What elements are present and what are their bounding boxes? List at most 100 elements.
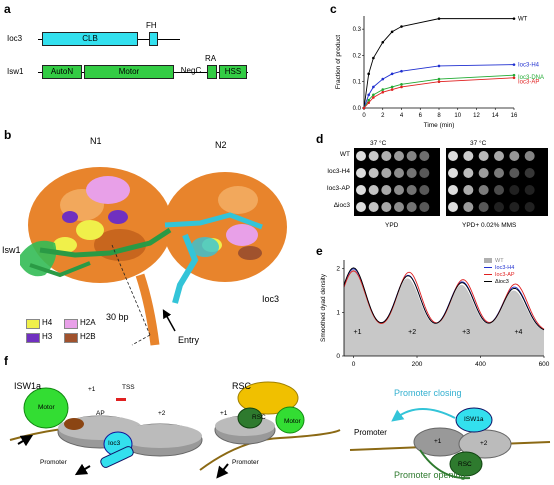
isw1-domain-auton: AutoN	[42, 65, 82, 79]
c-x-axis-label: Time (min)	[424, 122, 455, 129]
legend-h3-swatch	[26, 333, 40, 343]
c-data-point	[512, 17, 516, 20]
c-data-point	[400, 83, 403, 86]
e-legend-label: Ioc3-AP	[495, 272, 515, 278]
spot	[394, 202, 404, 212]
spot	[419, 202, 430, 212]
c-x-tick-label: 8	[437, 113, 441, 119]
c-series-label-2: Ioc3-DNA	[518, 75, 544, 81]
spot	[381, 185, 392, 195]
c-data-point	[381, 40, 385, 44]
spot-plate-ypd	[354, 148, 440, 216]
spot	[406, 185, 417, 195]
c-data-point	[390, 85, 394, 89]
spot	[524, 202, 535, 212]
legend-h4-label: H4	[42, 318, 53, 327]
panel-c-chart: 0 2 4 6 8 10 12 14 16 0.0 0.1 0.2 0.3 Time (min) Fract…	[335, 16, 544, 129]
c-y-tick-label: 0.3	[353, 27, 362, 33]
e-legend-swatch	[484, 258, 492, 263]
c-data-point	[437, 77, 441, 81]
media-label-ypd: YPD	[385, 222, 399, 229]
c-series-line-0	[363, 18, 514, 109]
isw1-domain-negc: NegC	[180, 66, 202, 75]
strain-label-wt: WT	[339, 151, 350, 158]
legend-h2a-swatch	[64, 319, 78, 329]
spot	[368, 151, 379, 161]
c-x-tick-label: 16	[511, 113, 518, 119]
isw1a-tss-label: TSS	[122, 384, 135, 391]
spot	[463, 202, 474, 212]
panel-b-structure	[20, 167, 287, 346]
rsc-rsc-label: RSC	[252, 414, 266, 421]
e-y-axis-label: Smoothed dyad density	[320, 273, 327, 342]
isw1-domain-ra-label: RA	[205, 54, 217, 63]
spot	[494, 151, 504, 161]
panel-e-chart: 0 200 400 600 0 1 2 Smoothed dyad density +1 +2 +3…	[320, 258, 550, 368]
spot	[419, 151, 430, 161]
c-data-point	[372, 96, 375, 99]
c-data-point	[512, 76, 516, 80]
spot	[448, 202, 458, 212]
c-data-point	[390, 88, 394, 91]
spot	[494, 185, 504, 195]
legend-h4-swatch	[26, 319, 40, 329]
promoter-closing-label: Promoter closing	[394, 388, 462, 398]
ioc3-domain-fh-box	[149, 32, 158, 46]
summary-model	[349, 407, 551, 480]
spot	[394, 168, 404, 178]
spot	[509, 202, 520, 212]
spot	[509, 168, 520, 178]
spot	[478, 185, 489, 195]
c-data-point	[512, 63, 516, 66]
c-x-tick-label: 6	[419, 113, 423, 119]
ioc3-structure	[164, 212, 263, 304]
isw1a-ap-label: AP	[96, 410, 105, 417]
legend-h2b-label: H2B	[80, 332, 96, 341]
panel-label-a: a	[4, 2, 11, 16]
c-x-tick-label: 14	[492, 113, 499, 119]
e-wt-area	[344, 268, 544, 356]
c-data-point	[400, 25, 403, 28]
spot	[509, 151, 520, 161]
summary-rsc-label: RSC	[458, 461, 472, 468]
spot	[463, 151, 474, 161]
e-series-line-3	[343, 267, 545, 331]
temp-label-left: 37 °C	[370, 140, 387, 147]
spot	[356, 168, 366, 178]
c-data-point	[390, 72, 394, 76]
ioc3-domain-fh-label: FH	[146, 21, 157, 30]
spot	[494, 202, 504, 212]
c-x-tick-label: 10	[454, 113, 461, 119]
rsc-promoter-label: Promoter	[232, 459, 259, 466]
c-data-point	[372, 93, 375, 97]
c-y-tick-label: 0.0	[353, 106, 362, 112]
e-y-tick-label: 2	[336, 266, 340, 273]
c-data-point	[367, 93, 370, 97]
linker-dna	[135, 273, 160, 346]
c-data-point	[372, 85, 375, 89]
label-ioc3-structure: Ioc3	[262, 294, 280, 304]
c-data-point	[367, 101, 370, 105]
bp-distance-lines	[111, 244, 151, 346]
rsc-model	[199, 381, 341, 479]
spot	[463, 168, 474, 178]
ioc3-domain-clb: CLB	[42, 32, 138, 46]
strain-label-ioc3-h4: Ioc3-H4	[327, 168, 350, 175]
spot	[394, 185, 404, 195]
spot	[406, 168, 417, 178]
spot	[381, 202, 392, 212]
spot	[419, 168, 430, 178]
c-series-label-3: Ioc3-AP	[518, 80, 539, 86]
legend-h2b-swatch	[64, 333, 78, 343]
e-x-tick-label: 400	[475, 361, 486, 368]
spot	[368, 185, 379, 195]
media-label-mms: YPD+ 0.02% MMS	[462, 222, 517, 229]
c-data-point	[381, 77, 385, 81]
isw1a-plus1-label: +1	[88, 386, 96, 393]
label-entry: Entry	[178, 335, 200, 345]
rsc-plus1-label: +1	[220, 410, 228, 417]
legend-h2a-label: H2A	[80, 318, 96, 327]
c-series-label-1: Ioc3-H4	[518, 63, 540, 69]
c-x-tick-label: 2	[381, 113, 385, 119]
summary-promoter-label: Promoter	[354, 428, 387, 437]
